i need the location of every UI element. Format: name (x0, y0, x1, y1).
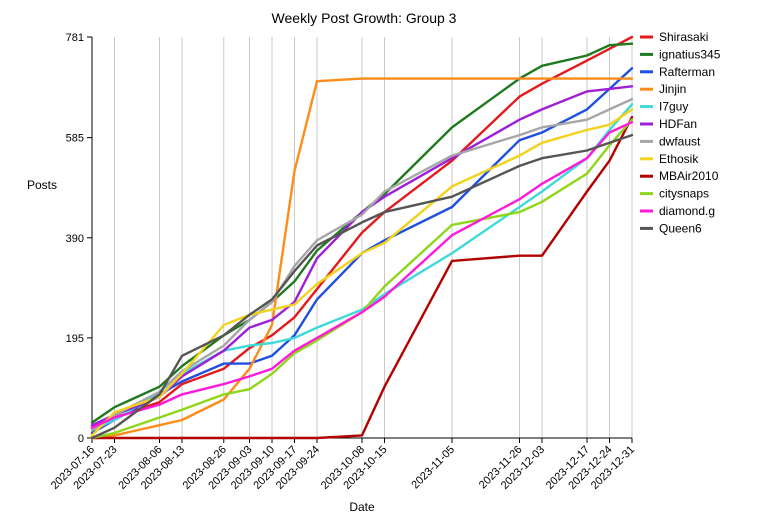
series-line (90, 115, 634, 440)
grid (91, 37, 633, 438)
x-tick-label: 2023-11-05 (409, 444, 457, 492)
series-lines (90, 35, 634, 440)
legend-label: I7guy (659, 100, 688, 114)
series-line (90, 97, 634, 432)
legend-label: diamond.g (659, 204, 715, 218)
series-line (90, 77, 634, 439)
legend-label: dwfaust (659, 134, 701, 148)
legend: Shirasaki ignatius345 Rafterman Jinjin I7guy… (640, 30, 721, 235)
legend-label: Rafterman (659, 65, 715, 79)
x-axis-title: Date (349, 500, 375, 514)
series-line (90, 35, 634, 429)
legend-label: Queen6 (659, 221, 702, 235)
y-axis-title: Posts (27, 178, 57, 192)
legend-label: HDFan (659, 117, 697, 131)
series-line (90, 118, 634, 440)
legend-label: ignatius345 (659, 47, 721, 61)
y-tick-label: 195 (66, 333, 84, 345)
series-line (90, 120, 634, 429)
y-tick-label: 0 (78, 433, 84, 445)
legend-label: Jinjin (659, 82, 686, 96)
legend-label: Ethosik (659, 152, 699, 166)
y-tick-label: 390 (66, 233, 84, 245)
series-line (90, 85, 634, 427)
legend-label: MBAir2010 (659, 169, 719, 183)
legend-label: Shirasaki (659, 30, 708, 44)
series-line (90, 42, 634, 424)
series-line (90, 133, 634, 440)
y-ticks: 0 195 390 585 781 (66, 32, 92, 445)
legend-label: citysnaps (659, 187, 709, 201)
y-tick-label: 585 (66, 133, 84, 145)
series-line (90, 108, 634, 437)
x-ticks: 2023-07-162023-07-232023-08-062023-08-13… (49, 438, 637, 492)
y-tick-label: 781 (66, 32, 84, 44)
chart-title: Weekly Post Growth: Group 3 (272, 10, 457, 26)
